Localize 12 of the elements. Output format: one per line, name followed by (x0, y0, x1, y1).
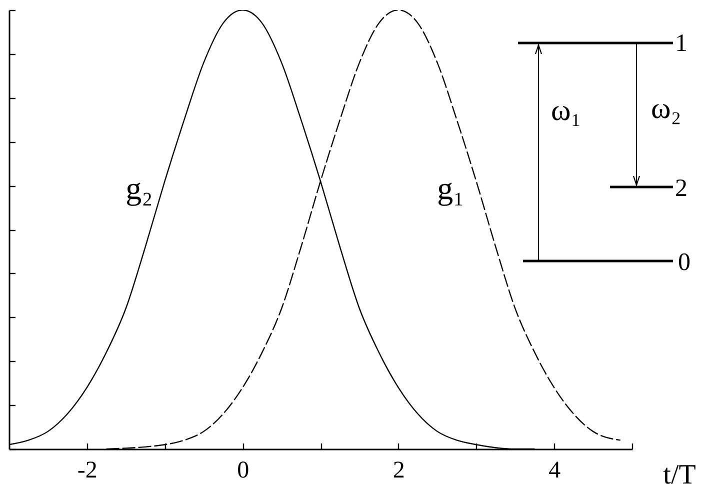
x-tick-label: 2 (392, 458, 405, 484)
text: 2 (675, 175, 688, 202)
x-tick-label: -2 (77, 458, 98, 484)
text: ω₂ (651, 92, 682, 125)
x-tick-label: 0 (237, 458, 250, 484)
annotation: ω₁ (551, 94, 582, 127)
x-axis-title: t/T (663, 460, 696, 489)
text: 0 (678, 249, 690, 276)
text: 1 (675, 30, 688, 57)
x-tick-label: 4 (548, 458, 561, 484)
series-label: g₁ (437, 170, 464, 206)
series-label: g₂ (126, 170, 153, 206)
